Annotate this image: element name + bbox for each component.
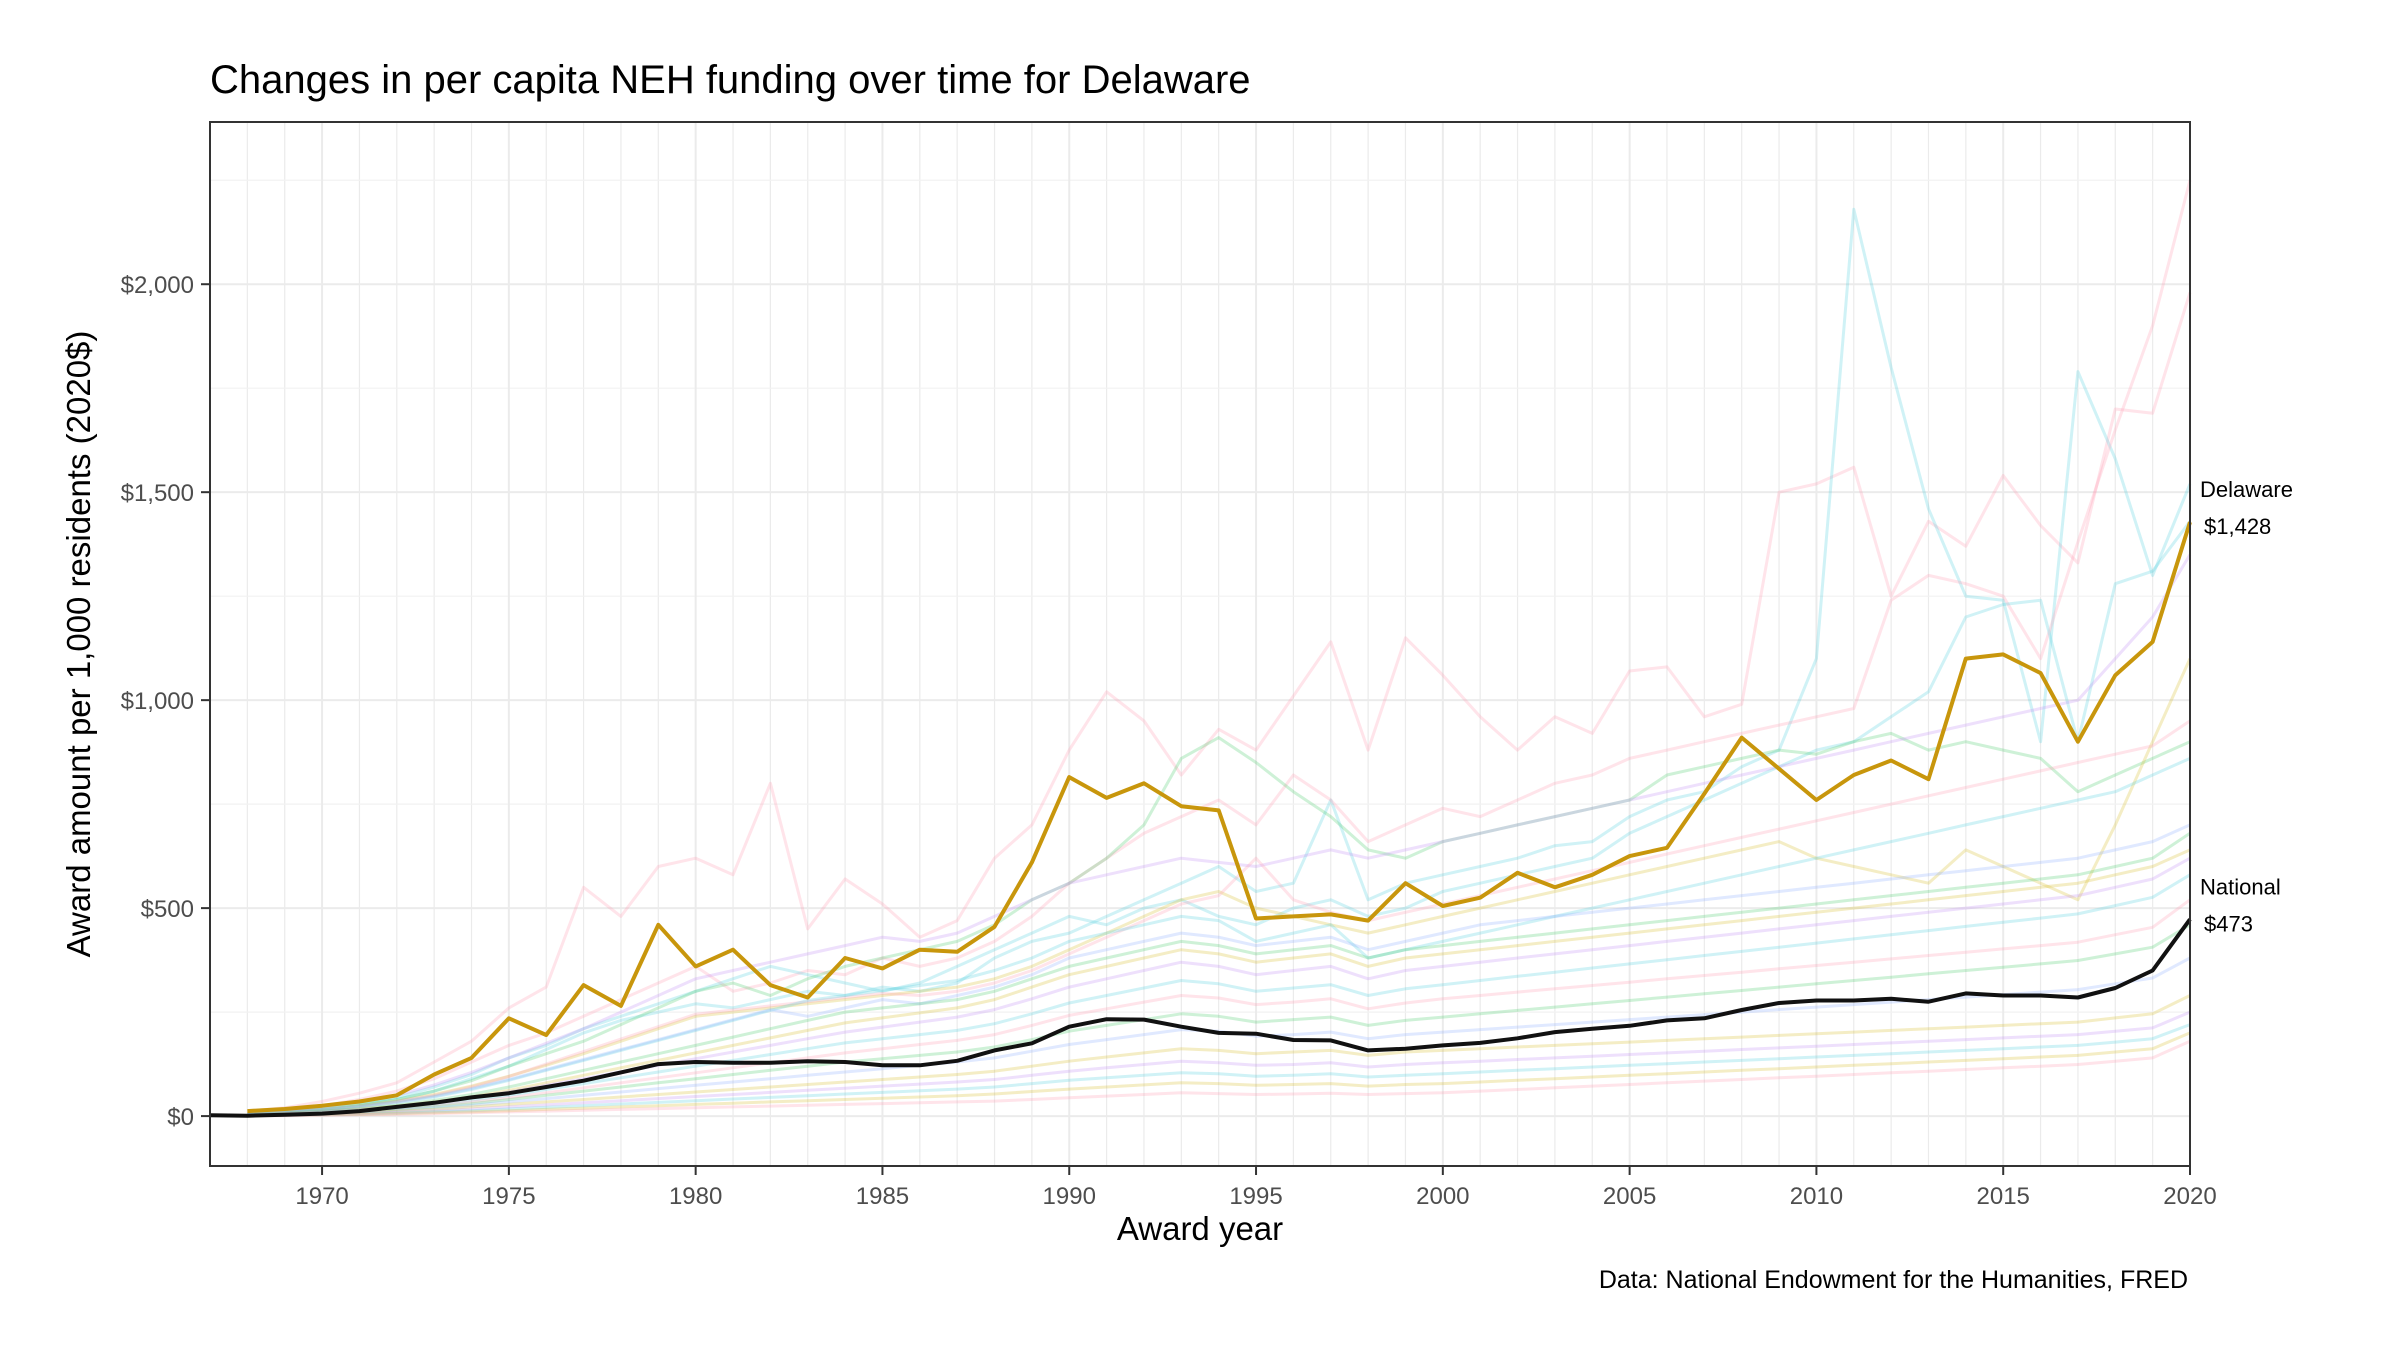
background-series-line bbox=[247, 994, 2191, 1118]
background-series-line bbox=[247, 1023, 2191, 1118]
plot-panel-border bbox=[209, 121, 2191, 1167]
y-tick-label: $1,000 bbox=[121, 688, 194, 715]
y-tick-label: $2,000 bbox=[121, 272, 194, 299]
x-tick-label: 1990 bbox=[1043, 1183, 1096, 1210]
y-tick-label: $0 bbox=[167, 1104, 194, 1131]
x-tick-label: 2005 bbox=[1603, 1183, 1656, 1210]
background-series-line bbox=[247, 731, 2191, 1116]
background-series-line bbox=[247, 832, 2191, 1117]
series-end-labels: Delaware $1,428 National $473 bbox=[2200, 477, 2293, 936]
series-name-label: Delaware bbox=[2200, 477, 2293, 502]
x-axis-ticks: 1970 1975 1980 1985 1990 1995 2000 2005 2010 2015… bbox=[295, 1166, 2217, 1210]
background-series-line bbox=[247, 1031, 2191, 1118]
minor-gridlines bbox=[209, 122, 2190, 1166]
chart-title: Changes in per capita NEH funding over t… bbox=[210, 58, 1251, 102]
background-series-line bbox=[247, 1039, 2191, 1118]
series-value-label: $1,428 bbox=[2204, 514, 2271, 539]
background-series-line bbox=[247, 823, 2191, 1116]
background-series-line bbox=[247, 719, 2191, 1116]
background-series-line bbox=[247, 923, 2191, 1117]
chart-caption: Data: National Endowment for the Humanit… bbox=[1599, 1266, 2188, 1294]
x-tick-label: 1975 bbox=[482, 1183, 535, 1210]
y-axis-ticks: $0 $500 $1,000 $1,500 $2,000 bbox=[121, 272, 210, 1131]
y-tick-label: $1,500 bbox=[121, 480, 194, 507]
background-series-line bbox=[247, 898, 2191, 1117]
x-tick-label: 1985 bbox=[856, 1183, 909, 1210]
background-series-line bbox=[247, 207, 2192, 1116]
x-tick-label: 1980 bbox=[669, 1183, 722, 1210]
background-series-line bbox=[247, 179, 2192, 1115]
background-series-line bbox=[247, 520, 2192, 1116]
highlight-series-line bbox=[247, 521, 2192, 1114]
background-series-line bbox=[247, 757, 2191, 1116]
series-value-label: $473 bbox=[2204, 911, 2253, 936]
background-series-line bbox=[247, 292, 2192, 1113]
x-axis-title: Award year bbox=[1117, 1210, 1283, 1247]
x-tick-label: 2020 bbox=[2163, 1183, 2216, 1210]
background-series-line bbox=[247, 657, 2192, 1116]
background-series-line bbox=[247, 553, 2192, 1116]
x-tick-label: 1970 bbox=[295, 1183, 348, 1210]
x-tick-label: 2015 bbox=[1977, 1183, 2030, 1210]
background-series-line bbox=[247, 873, 2191, 1117]
background-series-line bbox=[247, 1010, 2191, 1118]
highlight-lines bbox=[209, 521, 2192, 1118]
x-tick-label: 1995 bbox=[1229, 1183, 1282, 1210]
y-tick-label: $500 bbox=[141, 896, 194, 923]
highlight-series-line bbox=[209, 918, 2192, 1118]
y-axis-title: Award amount per 1,000 residents (2020$) bbox=[60, 331, 97, 958]
background-series-line bbox=[247, 848, 2191, 1117]
series-name-label: National bbox=[2200, 874, 2281, 899]
x-tick-label: 2000 bbox=[1416, 1183, 1469, 1210]
x-tick-label: 2010 bbox=[1790, 1183, 1843, 1210]
